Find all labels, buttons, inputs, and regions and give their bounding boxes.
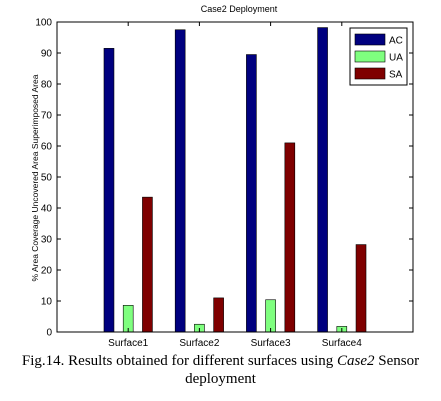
caption-text-italic: Case2 [337, 353, 375, 369]
bar-ua-surface3 [265, 299, 276, 333]
bar-chart: Case2 Deployment % Area Coverage Uncover… [30, 4, 414, 349]
figure-caption: Fig.14. Results obtained for different s… [0, 352, 441, 388]
legend-swatch-sa [354, 67, 386, 80]
x-tick-label: Surface4 [322, 338, 362, 349]
bar-sa-surface2 [213, 297, 224, 333]
y-ticks: 0 10 20 30 40 50 60 70 80 90 100 [35, 18, 413, 339]
chart-title: Case2 Deployment [201, 4, 278, 14]
y-tick-label: 30 [41, 235, 53, 246]
y-tick-label: 100 [35, 18, 52, 29]
y-tick-label: 90 [41, 49, 53, 60]
legend-label-ac: AC [389, 36, 403, 47]
caption-text-post: Sensor deployment [185, 353, 420, 387]
y-tick-label: 70 [41, 111, 53, 122]
y-tick-label: 80 [41, 80, 53, 91]
bar-ac-surface1 [103, 48, 115, 333]
bar-ac-surface3 [246, 54, 257, 333]
bar-sa-surface1 [142, 196, 153, 333]
x-tick-label: Surface1 [108, 338, 148, 349]
x-tick-label: Surface2 [179, 338, 219, 349]
bar-sa-surface3 [284, 142, 296, 333]
y-tick-label: 0 [46, 328, 52, 339]
legend-label-sa: SA [389, 70, 403, 81]
bar-sa-surface4 [355, 244, 367, 333]
bar-ac-surface2 [174, 29, 186, 333]
legend: AC UA SA [349, 27, 408, 86]
caption-text-pre: Fig.14. Results obtained for different s… [21, 353, 337, 369]
y-tick-label: 60 [41, 142, 53, 153]
bar-ac-surface4 [317, 27, 328, 333]
legend-swatch-ua [354, 50, 386, 63]
y-axis-label: % Area Coverage Uncovered Area Superimpo… [30, 74, 40, 281]
y-tick-label: 10 [41, 297, 53, 308]
x-tick-label: Surface3 [251, 338, 291, 349]
legend-label-ua: UA [389, 53, 403, 64]
plot-frame [56, 21, 414, 333]
y-tick-label: 50 [41, 173, 53, 184]
legend-swatch-ac [354, 33, 386, 46]
y-tick-label: 20 [41, 266, 53, 277]
y-tick-label: 40 [41, 204, 53, 215]
x-ticks: Surface1 Surface2 Surface3 Surface4 [108, 22, 362, 349]
